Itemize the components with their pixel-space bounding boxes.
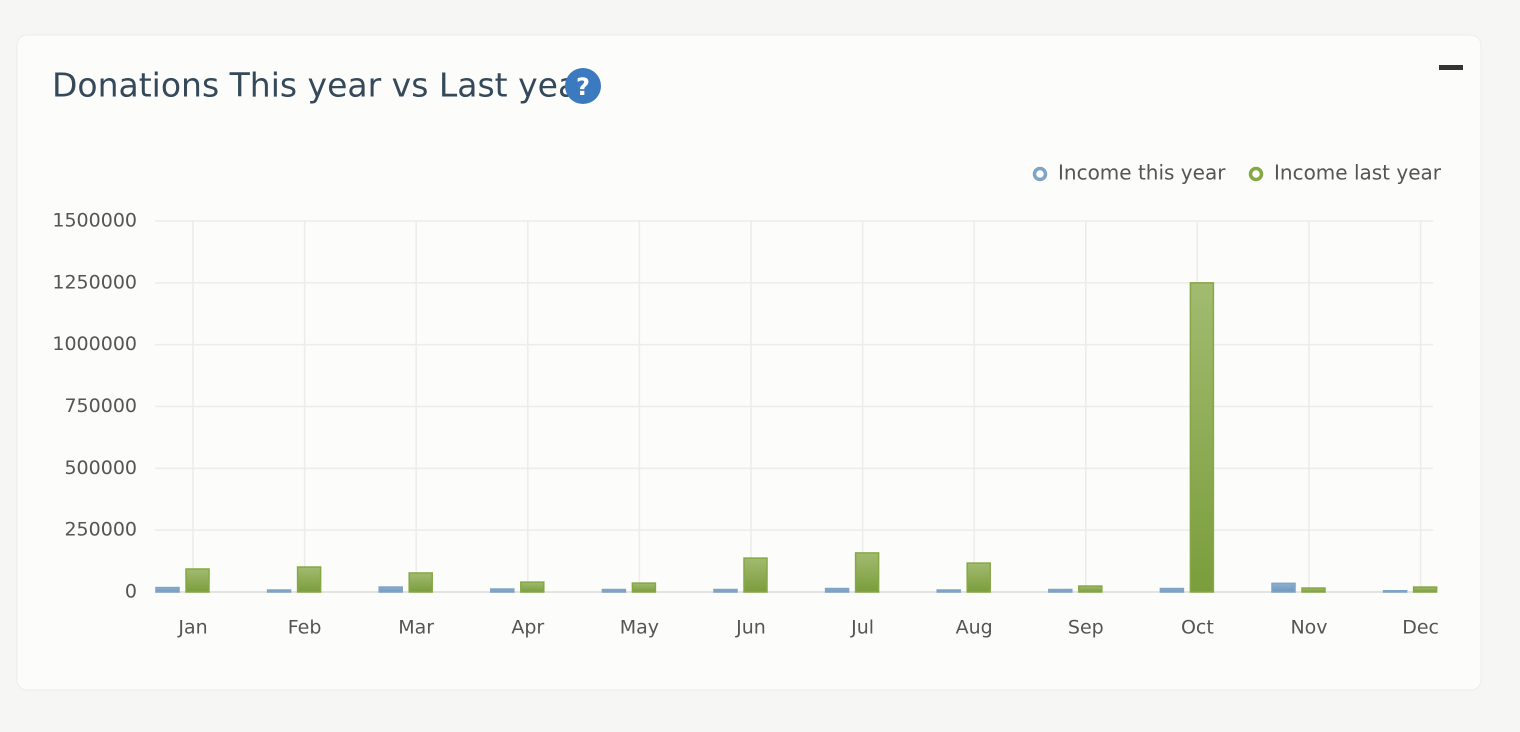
bar	[520, 581, 545, 593]
bar	[1078, 585, 1103, 593]
bar	[1159, 587, 1185, 593]
bar	[378, 586, 403, 593]
bar	[490, 588, 515, 593]
help-icon-glyph: ?	[576, 73, 590, 101]
bar	[966, 562, 991, 593]
bar	[631, 582, 657, 593]
bar	[743, 557, 768, 593]
bar	[266, 589, 292, 593]
bar	[1412, 586, 1438, 593]
x-tick-label: May	[620, 617, 659, 639]
y-tick-label: 1500000	[52, 210, 137, 232]
legend-label[interactable]: Income this year	[1058, 161, 1226, 185]
bar	[1271, 582, 1296, 593]
x-tick-label: Sep	[1068, 617, 1104, 639]
x-tick-label: Jan	[177, 617, 207, 639]
legend-marker[interactable]	[1032, 166, 1048, 182]
bar	[1189, 282, 1215, 593]
y-tick-label: 0	[125, 581, 137, 603]
legend-label[interactable]: Income last year	[1274, 161, 1442, 185]
bar	[713, 588, 738, 593]
x-tick-label: Aug	[956, 617, 993, 639]
bar	[854, 552, 880, 593]
bar	[824, 587, 850, 593]
bar	[601, 588, 627, 593]
x-tick-label: Oct	[1181, 617, 1214, 639]
bar	[936, 589, 961, 593]
x-tick-label: Dec	[1402, 617, 1439, 639]
x-tick-label: Apr	[511, 617, 544, 639]
y-tick-label: 1250000	[52, 271, 137, 293]
bar	[1301, 587, 1326, 593]
help-icon[interactable]	[565, 68, 601, 104]
x-tick-label: Jun	[735, 617, 766, 639]
x-tick-label: Feb	[288, 617, 322, 639]
y-tick-label: 1000000	[52, 333, 137, 355]
y-tick-label: 750000	[64, 395, 137, 417]
bar	[296, 566, 322, 593]
collapse-button[interactable]	[1439, 65, 1463, 70]
bar	[185, 568, 210, 593]
y-tick-label: 500000	[64, 457, 137, 479]
bar	[155, 586, 180, 593]
y-tick-label: 250000	[64, 519, 137, 541]
x-tick-label: Nov	[1290, 617, 1327, 639]
card-title: Donations This year vs Last year	[52, 66, 592, 105]
legend-marker[interactable]	[1248, 166, 1264, 182]
bar	[1382, 590, 1408, 593]
bar	[1048, 588, 1073, 593]
card	[16, 34, 1482, 691]
x-tick-label: Jul	[850, 617, 874, 639]
bar	[408, 572, 433, 593]
x-tick-label: Mar	[398, 617, 434, 639]
